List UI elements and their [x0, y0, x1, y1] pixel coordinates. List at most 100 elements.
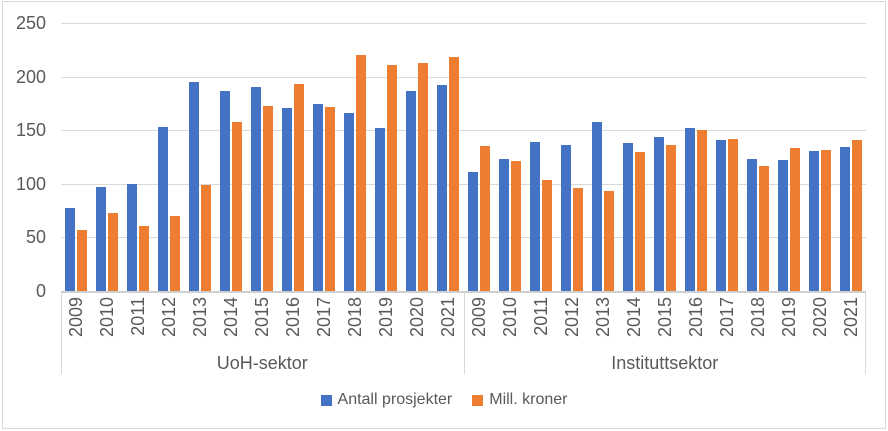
- group-label-instituttsektor: Instituttsektor: [611, 353, 719, 373]
- x-slot-uoh-sektor-2011: 2011: [123, 297, 154, 353]
- bar-antall-prosjekter-uoh-sektor-2015: [251, 87, 262, 291]
- year-slot-uoh-sektor-2016: [278, 23, 309, 291]
- bar-antall-prosjekter-instituttsektor-2009: [467, 172, 478, 291]
- plot-area: [61, 23, 866, 293]
- bar-mill-kroner-instituttsektor-2019: [789, 148, 800, 291]
- bar-mill-kroner-uoh-sektor-2010: [108, 212, 119, 291]
- year-label-uoh-sektor-2013: 2013: [190, 297, 211, 338]
- x-slot-instituttsektor-2019: 2019: [773, 297, 804, 353]
- x-slot-instituttsektor-2017: 2017: [711, 297, 742, 353]
- x-slot-uoh-sektor-2019: 2019: [371, 297, 402, 353]
- bar-mill-kroner-instituttsektor-2015: [665, 145, 676, 291]
- bar-antall-prosjekter-uoh-sektor-2013: [189, 81, 200, 291]
- x-slot-instituttsektor-2016: 2016: [680, 297, 711, 353]
- bar-mill-kroner-uoh-sektor-2021: [449, 57, 460, 291]
- year-label-instituttsektor-2016: 2016: [685, 297, 706, 338]
- bar-mill-kroner-instituttsektor-2013: [603, 191, 614, 291]
- x-slot-uoh-sektor-2021: 2021: [433, 297, 464, 353]
- bar-antall-prosjekter-instituttsektor-2021: [839, 147, 850, 291]
- year-slot-uoh-sektor-2020: [402, 23, 433, 291]
- year-label-instituttsektor-2012: 2012: [561, 297, 582, 338]
- x-axis-year-labels: 2009 2010 2011 2012 2013 2014 2015 2016 2017 2018…: [61, 297, 866, 353]
- year-slot-instituttsektor-2011: [525, 23, 556, 291]
- y-tick-label-100: 100: [15, 173, 46, 194]
- y-tick-label-150: 150: [15, 120, 46, 141]
- year-slot-instituttsektor-2009: [464, 23, 495, 291]
- x-slot-instituttsektor-2020: 2020: [804, 297, 835, 353]
- bar-mill-kroner-instituttsektor-2010: [510, 161, 521, 291]
- x-slot-uoh-sektor-2013: 2013: [185, 297, 216, 353]
- x-slot-uoh-sektor-2014: 2014: [216, 297, 247, 353]
- year-slot-instituttsektor-2017: [711, 23, 742, 291]
- x-slot-uoh-sektor-2012: 2012: [154, 297, 185, 353]
- bar-antall-prosjekter-instituttsektor-2018: [746, 159, 757, 291]
- year-label-instituttsektor-2017: 2017: [716, 297, 737, 338]
- bar-mill-kroner-uoh-sektor-2009: [77, 229, 88, 291]
- bar-antall-prosjekter-uoh-sektor-2019: [375, 128, 386, 291]
- y-axis-labels: 0 50 100 150 200 250: [0, 14, 46, 300]
- year-slot-uoh-sektor-2013: [185, 23, 216, 291]
- year-slot-uoh-sektor-2021: [433, 23, 464, 291]
- x-label-group-instituttsektor: 2009 2010 2011 2012 2013 2014 2015 2016 2017 2018…: [464, 297, 867, 353]
- bar-mill-kroner-uoh-sektor-2016: [294, 84, 305, 291]
- group-labels: UoH-sektor Instituttsektor: [61, 353, 866, 375]
- year-label-instituttsektor-2009: 2009: [468, 297, 489, 338]
- legend-label-antall-prosjekter: Antall prosjekter: [337, 391, 453, 408]
- x-slot-instituttsektor-2021: 2021: [835, 297, 866, 353]
- bar-mill-kroner-instituttsektor-2016: [696, 130, 707, 291]
- bar-mill-kroner-instituttsektor-2021: [851, 139, 862, 291]
- bar-mill-kroner-instituttsektor-2011: [541, 179, 552, 291]
- legend-item-antall-prosjekter: Antall prosjekter: [320, 391, 453, 408]
- bar-mill-kroner-instituttsektor-2017: [727, 138, 738, 291]
- year-label-uoh-sektor-2016: 2016: [283, 297, 304, 338]
- year-slot-instituttsektor-2021: [835, 23, 866, 291]
- group-label-uoh-sektor: UoH-sektor: [216, 353, 308, 373]
- legend-swatch-antall-prosjekter: [320, 394, 332, 406]
- bar-mill-kroner-uoh-sektor-2020: [418, 62, 429, 291]
- x-label-group-uoh-sektor: 2009 2010 2011 2012 2013 2014 2015 2016 2017 2018…: [61, 297, 464, 353]
- x-slot-instituttsektor-2013: 2013: [587, 297, 618, 353]
- year-slot-uoh-sektor-2017: [309, 23, 340, 291]
- bar-antall-prosjekter-uoh-sektor-2014: [220, 90, 231, 291]
- year-label-instituttsektor-2013: 2013: [592, 297, 613, 338]
- x-slot-uoh-sektor-2017: 2017: [309, 297, 340, 353]
- bar-group-uoh-sektor: [61, 23, 464, 291]
- year-label-uoh-sektor-2017: 2017: [314, 297, 335, 338]
- x-slot-uoh-sektor-2010: 2010: [92, 297, 123, 353]
- year-label-uoh-sektor-2014: 2014: [221, 297, 242, 338]
- year-slot-uoh-sektor-2014: [216, 23, 247, 291]
- year-slot-instituttsektor-2012: [556, 23, 587, 291]
- gridline-50: [61, 237, 866, 239]
- bars-layer: [61, 23, 866, 291]
- year-label-uoh-sektor-2015: 2015: [252, 297, 273, 338]
- y-tick-label-50: 50: [25, 227, 46, 248]
- bar-antall-prosjekter-uoh-sektor-2011: [127, 183, 138, 291]
- x-slot-instituttsektor-2018: 2018: [742, 297, 773, 353]
- gridlines-layer: [61, 23, 866, 291]
- bar-mill-kroner-uoh-sektor-2018: [356, 55, 367, 291]
- year-label-instituttsektor-2020: 2020: [809, 297, 830, 338]
- year-label-instituttsektor-2015: 2015: [654, 297, 675, 338]
- bar-antall-prosjekter-instituttsektor-2014: [622, 143, 633, 291]
- year-slot-instituttsektor-2020: [804, 23, 835, 291]
- year-slot-uoh-sektor-2010: [92, 23, 123, 291]
- y-tick-label-0: 0: [35, 281, 46, 301]
- year-label-instituttsektor-2014: 2014: [623, 297, 644, 338]
- year-label-instituttsektor-2021: 2021: [840, 297, 861, 338]
- x-slot-uoh-sektor-2020: 2020: [402, 297, 433, 353]
- bar-antall-prosjekter-uoh-sektor-2010: [96, 187, 107, 291]
- year-slot-instituttsektor-2018: [742, 23, 773, 291]
- year-label-uoh-sektor-2009: 2009: [66, 297, 87, 338]
- x-slot-uoh-sektor-2018: 2018: [340, 297, 371, 353]
- bar-mill-kroner-instituttsektor-2012: [572, 188, 583, 291]
- gridline-250: [61, 23, 866, 24]
- legend-item-mill-kroner: Mill. kroner: [472, 392, 567, 408]
- year-slot-uoh-sektor-2015: [247, 23, 278, 291]
- year-slot-uoh-sektor-2011: [123, 23, 154, 291]
- bar-group-instituttsektor: [464, 23, 867, 291]
- bar-antall-prosjekter-instituttsektor-2020: [808, 150, 819, 291]
- y-tick-label-250: 250: [15, 13, 46, 33]
- x-slot-instituttsektor-2009: 2009: [464, 297, 495, 353]
- bar-antall-prosjekter-uoh-sektor-2012: [158, 126, 169, 291]
